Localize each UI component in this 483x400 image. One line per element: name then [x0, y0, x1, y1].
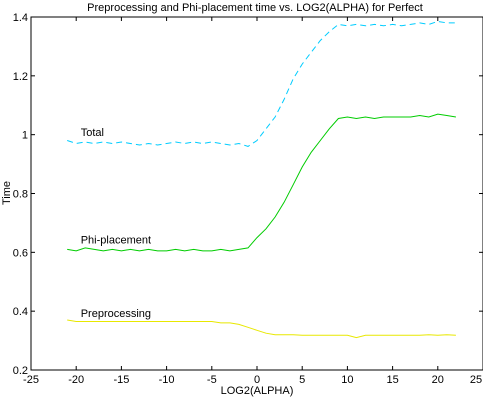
- series-line-preprocessing: [67, 319, 456, 339]
- annotation-phi-placement: Phi-placement: [81, 235, 151, 247]
- x-tick-label: 20: [432, 374, 444, 386]
- y-tick-label: 0.2: [13, 365, 28, 377]
- y-ticks: 0.2 0.4 0.6 0.8 1 1.2 1.4: [13, 12, 483, 377]
- x-tick-label: 10: [341, 374, 353, 386]
- x-tick-label: -25: [23, 374, 39, 386]
- y-tick-label: 1.4: [13, 12, 28, 24]
- annotation-total: Total: [81, 127, 104, 139]
- x-tick-label: -20: [68, 374, 84, 386]
- series-line-total: [67, 20, 456, 147]
- x-tick-label: -5: [207, 374, 217, 386]
- y-tick-label: 1: [22, 130, 28, 142]
- x-tick-label: 5: [299, 374, 305, 386]
- x-ticks: -25 -20 -15 -10 -5 0 5 10 15 20 25: [23, 17, 483, 386]
- annotations: Total Phi-placement Preprocessing: [81, 127, 151, 320]
- series-line-phi-placement: [67, 113, 456, 252]
- x-tick-label: 25: [470, 374, 482, 386]
- x-tick-label: -10: [159, 374, 175, 386]
- y-tick-label: 0.4: [13, 306, 28, 318]
- y-tick-label: 0.6: [13, 247, 28, 259]
- y-axis-title: Time: [1, 181, 13, 205]
- x-tick-label: 0: [254, 374, 260, 386]
- x-tick-label: -15: [113, 374, 129, 386]
- series-group: [67, 20, 456, 339]
- x-tick-label: 15: [386, 374, 398, 386]
- chart-title: Preprocessing and Phi-placement time vs.…: [87, 2, 423, 14]
- y-tick-label: 1.2: [13, 71, 28, 83]
- y-tick-label: 0.8: [13, 189, 28, 201]
- x-axis-title: LOG2(ALPHA): [221, 385, 294, 397]
- annotation-preprocessing: Preprocessing: [81, 308, 151, 320]
